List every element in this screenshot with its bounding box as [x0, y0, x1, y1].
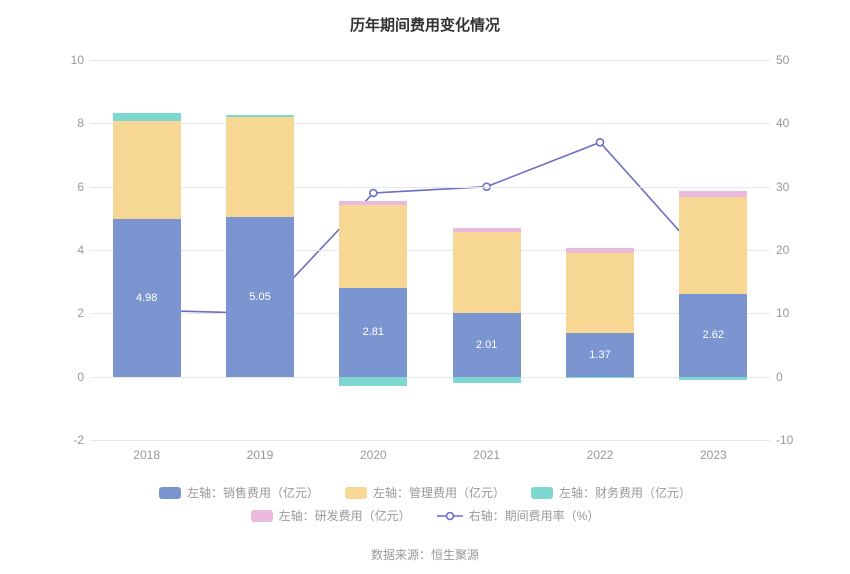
bar-segment-finance	[226, 115, 294, 117]
bar-segment-sales	[226, 217, 294, 377]
x-tick-label: 2019	[247, 448, 274, 462]
bar-segment-sales	[113, 219, 181, 377]
bar-segment-admin	[453, 232, 521, 313]
legend-marker-line	[437, 509, 463, 523]
bar-segment-sales	[339, 288, 407, 377]
x-tick-label: 2022	[587, 448, 614, 462]
legend-item-rd: 左轴：研发费用（亿元）	[251, 507, 411, 524]
grid-line	[90, 250, 770, 251]
y-right-tick-label: 40	[776, 116, 804, 130]
x-tick-label: 2023	[700, 448, 727, 462]
grid-line	[90, 440, 770, 441]
grid-line	[90, 187, 770, 188]
bar-segment-finance	[679, 377, 747, 380]
y-right-tick-label: 50	[776, 53, 804, 67]
legend-item-sales: 左轴：销售费用（亿元）	[159, 484, 319, 501]
y-right-tick-label: 10	[776, 306, 804, 320]
bar-group: 1.37	[566, 60, 634, 440]
legend-swatch-sales	[159, 487, 181, 499]
bar-group: 4.98	[113, 60, 181, 440]
bar-group: 5.05	[226, 60, 294, 440]
chart-container: 历年期间费用变化情况 -2-1000210420630840105020184.…	[0, 0, 850, 574]
bar-group: 2.01	[453, 60, 521, 440]
bar-segment-sales	[566, 333, 634, 376]
bar-segment-admin	[113, 121, 181, 219]
bar-segment-sales	[679, 294, 747, 377]
bar-segment-admin	[226, 117, 294, 217]
x-tick-label: 2018	[133, 448, 160, 462]
y-left-tick-label: 4	[60, 243, 84, 257]
grid-line	[90, 60, 770, 61]
grid-line	[90, 313, 770, 314]
chart-title: 历年期间费用变化情况	[0, 0, 850, 35]
y-right-tick-label: 0	[776, 370, 804, 384]
grid-line	[90, 123, 770, 124]
bar-segment-rd	[339, 201, 407, 206]
y-right-tick-label: -10	[776, 433, 804, 447]
bar-segment-admin	[566, 253, 634, 334]
legend-label-admin: 左轴：管理费用（亿元）	[373, 484, 505, 501]
y-left-tick-label: 8	[60, 116, 84, 130]
bar-group: 2.81	[339, 60, 407, 440]
grid-line	[90, 377, 770, 378]
bar-group: 2.62	[679, 60, 747, 440]
y-left-tick-label: 6	[60, 180, 84, 194]
bar-segment-sales	[453, 313, 521, 377]
bar-segment-rd	[566, 248, 634, 253]
bar-segment-admin	[339, 205, 407, 287]
legend-row-1: 左轴：销售费用（亿元） 左轴：管理费用（亿元） 左轴：财务费用（亿元）	[115, 484, 735, 501]
legend-swatch-rd	[251, 510, 273, 522]
bar-segment-finance	[453, 377, 521, 383]
legend-item-admin: 左轴：管理费用（亿元）	[345, 484, 505, 501]
bar-segment-finance	[339, 377, 407, 387]
bar-segment-rd	[453, 228, 521, 233]
legend-label-finance: 左轴：财务费用（亿元）	[559, 484, 691, 501]
y-left-tick-label: 0	[60, 370, 84, 384]
data-source: 数据来源：恒生聚源	[371, 546, 479, 563]
y-right-tick-label: 20	[776, 243, 804, 257]
legend-label-sales: 左轴：销售费用（亿元）	[187, 484, 319, 501]
legend-label-line: 右轴：期间费用率（%）	[469, 507, 600, 524]
bar-segment-finance	[113, 113, 181, 121]
x-tick-label: 2020	[360, 448, 387, 462]
y-right-tick-label: 30	[776, 180, 804, 194]
bar-segment-finance	[566, 377, 634, 379]
legend-swatch-finance	[531, 487, 553, 499]
legend-swatch-admin	[345, 487, 367, 499]
y-left-tick-label: 2	[60, 306, 84, 320]
bar-segment-admin	[679, 197, 747, 294]
y-left-tick-label: 10	[60, 53, 84, 67]
legend-item-finance: 左轴：财务费用（亿元）	[531, 484, 691, 501]
bar-segment-rd	[679, 191, 747, 197]
legend-row-2: 左轴：研发费用（亿元） 右轴：期间费用率（%）	[115, 507, 735, 524]
legend-item-line: 右轴：期间费用率（%）	[437, 507, 600, 524]
plot-area: -2-1000210420630840105020184.9820195.052…	[90, 60, 770, 440]
legend-label-rd: 左轴：研发费用（亿元）	[279, 507, 411, 524]
y-left-tick-label: -2	[60, 433, 84, 447]
x-tick-label: 2021	[473, 448, 500, 462]
legend: 左轴：销售费用（亿元） 左轴：管理费用（亿元） 左轴：财务费用（亿元） 左轴：研…	[115, 484, 735, 530]
